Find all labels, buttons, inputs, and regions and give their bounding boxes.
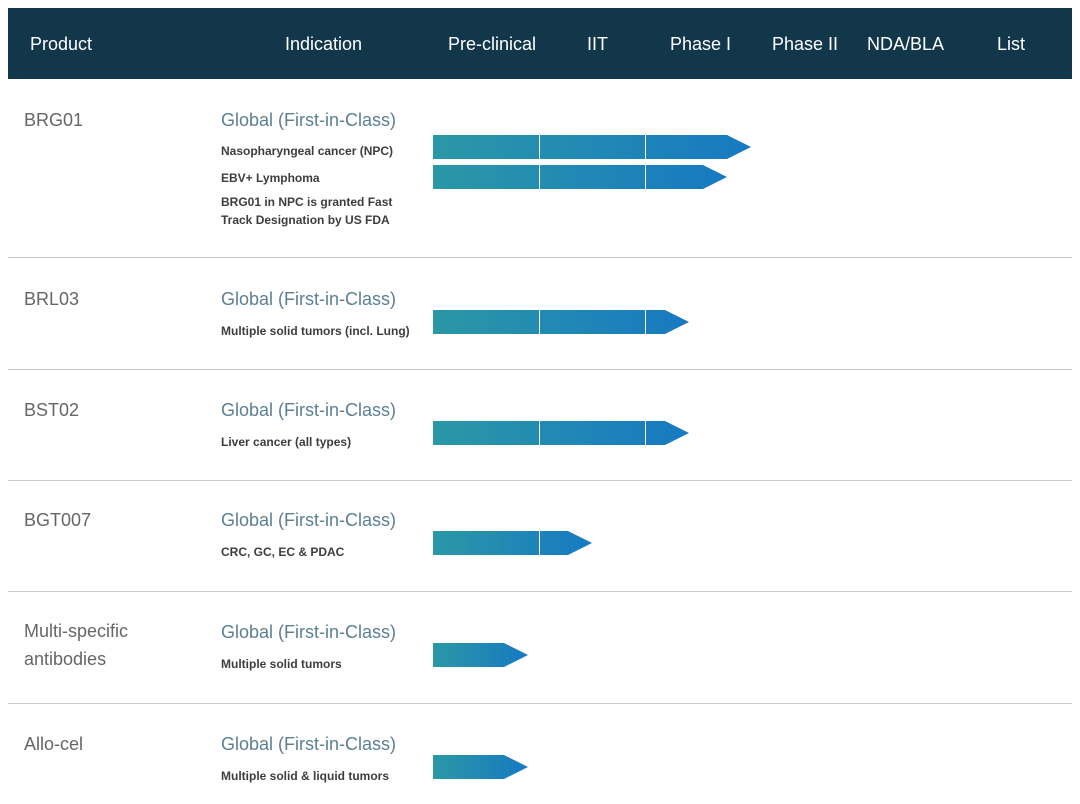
product: Allo-cel xyxy=(24,734,84,754)
arrow xyxy=(433,165,727,189)
indication: Liver cancer (all types) xyxy=(221,435,352,449)
row-separator xyxy=(8,369,1072,370)
row-separator xyxy=(8,257,1072,258)
product: BGT007 xyxy=(24,510,92,530)
product: BRL03 xyxy=(24,289,80,309)
region: Global (First-in-Class) xyxy=(221,734,397,754)
product: BRG01 xyxy=(24,110,84,130)
arrow xyxy=(433,310,689,334)
region: Global (First-in-Class) xyxy=(221,400,397,420)
column-header: Pre-clinical xyxy=(448,34,537,54)
indication: Multiple solid tumors xyxy=(221,657,342,671)
row-separator xyxy=(8,703,1072,704)
row-separator xyxy=(8,591,1072,592)
product: Multi-specific antibodies xyxy=(24,621,129,669)
table-header xyxy=(8,8,1072,79)
region: Global (First-in-Class) xyxy=(221,289,397,309)
column-header: Phase I xyxy=(670,34,732,54)
region: Global (First-in-Class) xyxy=(221,110,397,130)
arrow xyxy=(433,643,528,667)
column-header: Indication xyxy=(285,34,363,54)
indication: EBV+ Lymphoma xyxy=(221,171,320,185)
arrow xyxy=(433,421,689,445)
row-separator xyxy=(8,480,1072,481)
indication: Nasopharyngeal cancer (NPC) xyxy=(221,144,394,158)
arrow xyxy=(433,135,751,159)
product: BST02 xyxy=(24,400,80,420)
note: BRG01 in NPC is granted Fast Track Desig… xyxy=(221,195,393,227)
column-header: List xyxy=(997,34,1026,54)
column-header: Product xyxy=(30,34,93,54)
column-header: NDA/BLA xyxy=(867,34,945,54)
indication: Multiple solid & liquid tumors xyxy=(221,769,389,783)
arrow xyxy=(433,755,528,779)
region: Global (First-in-Class) xyxy=(221,510,397,530)
column-header: IIT xyxy=(587,34,608,54)
arrow xyxy=(433,531,592,555)
column-header: Phase II xyxy=(772,34,839,54)
indication: Multiple solid tumors (incl. Lung) xyxy=(221,324,410,338)
indication: CRC, GC, EC & PDAC xyxy=(221,545,345,559)
region: Global (First-in-Class) xyxy=(221,622,397,642)
